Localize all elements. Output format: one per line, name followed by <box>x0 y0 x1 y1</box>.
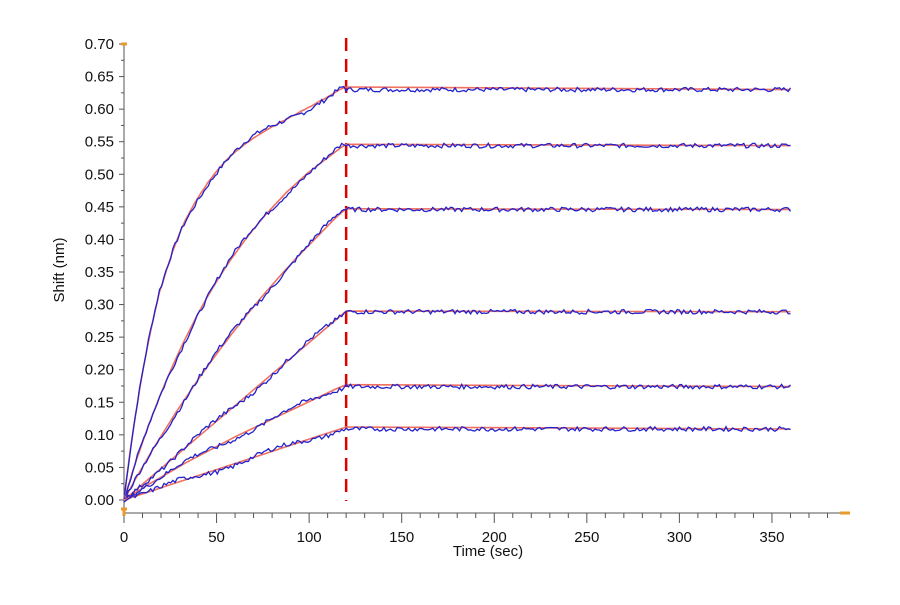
y-tick-label: 0.45 <box>85 199 114 216</box>
y-tick-label: 0.35 <box>85 264 114 281</box>
y-tick-label: 0.60 <box>85 101 114 118</box>
measured-line-1 <box>123 85 792 501</box>
y-tick-label: 0.10 <box>85 427 114 444</box>
axes: 0.00 0.05 0.10 0.15 0.20 0.25 0.30 0.35 0.40 0.45… <box>85 36 850 546</box>
fit-line-4 <box>123 310 791 501</box>
y-tick-label: 0.40 <box>85 231 114 248</box>
y-tick-label: 0.15 <box>85 394 114 411</box>
y-tick-label: 0.05 <box>85 459 114 476</box>
x-tick-label: 300 <box>667 529 692 546</box>
y-tick-label: 0.70 <box>85 36 114 53</box>
x-tick-label: 250 <box>574 529 599 546</box>
fit-line-3 <box>123 207 791 501</box>
fit-line-5 <box>123 383 791 501</box>
x-tick-label: 200 <box>482 529 507 546</box>
measured-line-3 <box>123 206 792 500</box>
fit-line-1 <box>123 86 791 501</box>
x-tick-label: 50 <box>208 529 225 546</box>
y-tick-label: 0.50 <box>85 166 114 183</box>
y-tick-label: 0.30 <box>85 297 114 314</box>
fit-line-6 <box>123 426 791 501</box>
x-tick-label: 150 <box>389 529 414 546</box>
x-tick-label: 100 <box>297 529 322 546</box>
y-tick-label: 0.25 <box>85 329 114 346</box>
x-tick-label: 0 <box>120 529 128 546</box>
measured-line-5 <box>123 382 791 501</box>
x-axis-title: Time (sec) <box>453 543 523 560</box>
measured-line-6 <box>123 425 791 503</box>
series-layer <box>123 85 792 503</box>
y-tick-label: 0.65 <box>85 69 114 86</box>
y-tick-label: 0.20 <box>85 362 114 379</box>
y-tick-label: 0.00 <box>85 492 114 509</box>
fit-line-2 <box>123 143 791 501</box>
x-tick-label: 350 <box>759 529 784 546</box>
measured-line-2 <box>123 142 791 501</box>
measured-line-4 <box>123 308 791 501</box>
y-axis-title: Shift (nm) <box>51 237 68 302</box>
y-tick-label: 0.55 <box>85 134 114 151</box>
